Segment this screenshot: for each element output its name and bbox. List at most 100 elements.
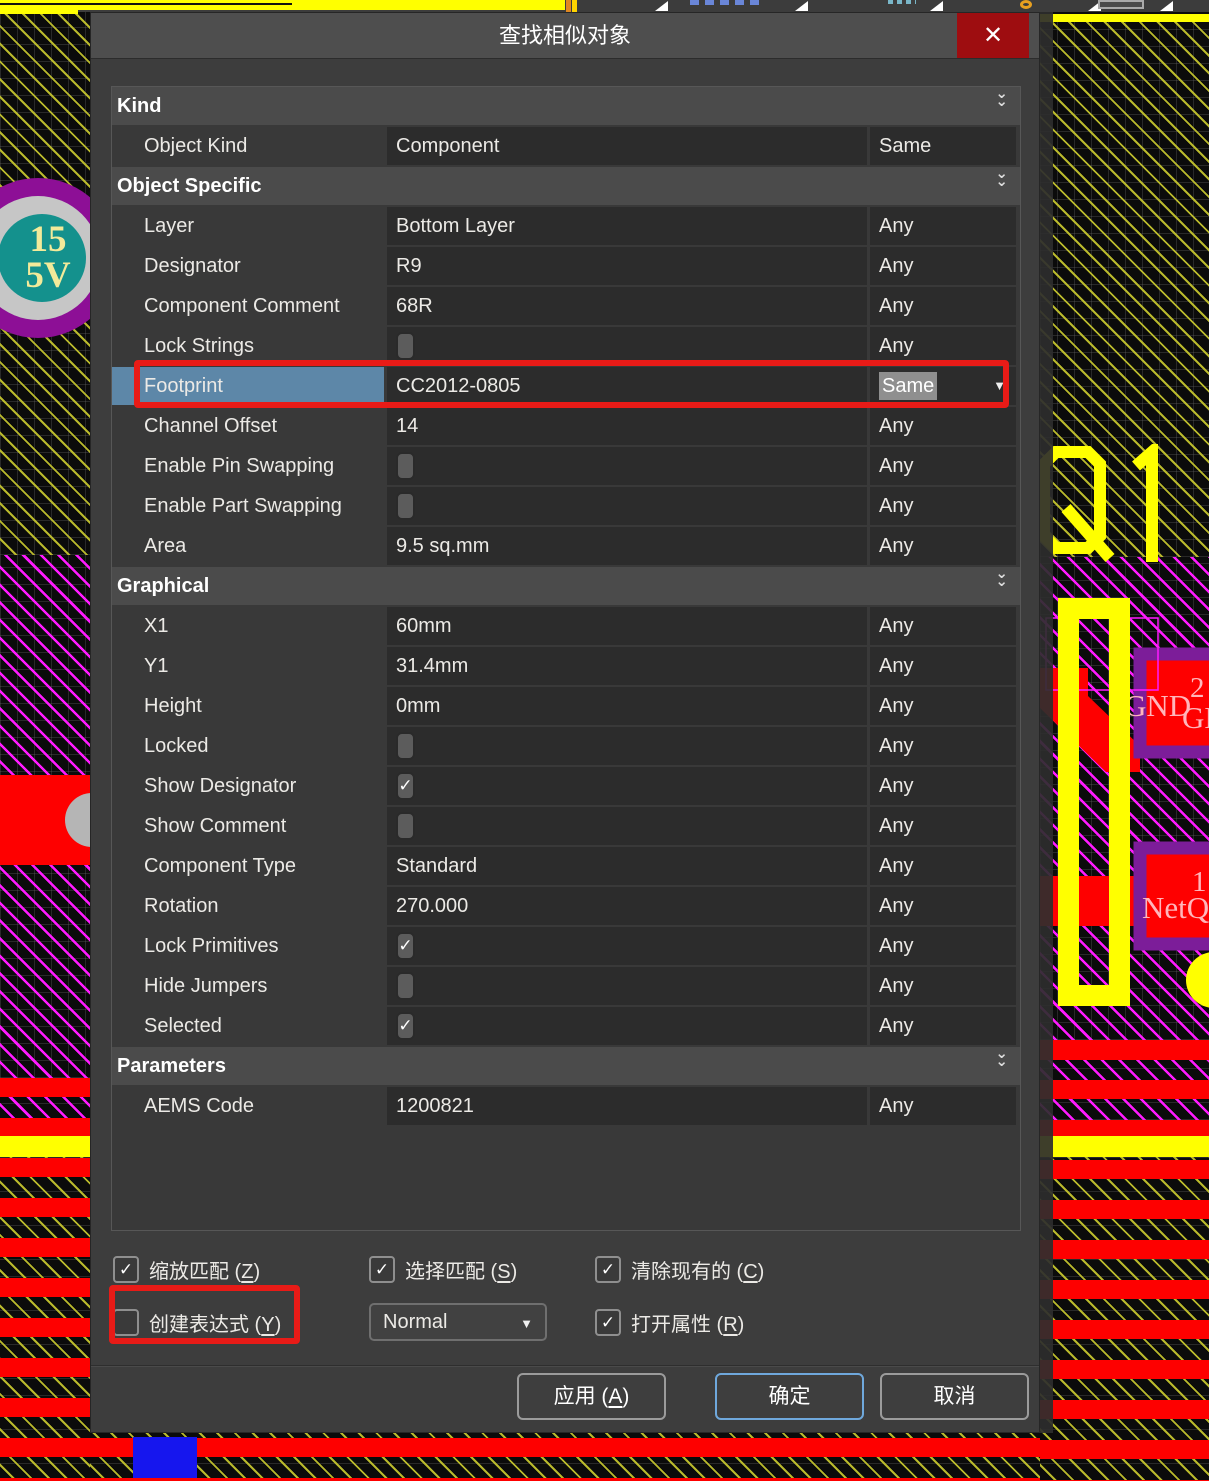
property-value[interactable]: 31.4mm	[387, 647, 867, 685]
checkbox-checked[interactable]: ✓	[396, 772, 415, 800]
property-value[interactable]: 270.000	[387, 887, 867, 925]
property-label[interactable]: Enable Pin Swapping	[144, 455, 335, 477]
property-value[interactable]: 1200821	[387, 1087, 867, 1125]
match-criteria-dropdown[interactable]: Any	[870, 447, 1016, 485]
property-label[interactable]: Rotation	[144, 895, 219, 917]
property-row-designator: Designator R9 Any	[112, 247, 1020, 285]
checkbox-zoom-match[interactable]: ✓	[113, 1255, 139, 1283]
property-value[interactable]: Component	[387, 127, 867, 165]
match-criteria-dropdown[interactable]: Any	[870, 247, 1016, 285]
mode-dropdown[interactable]: Normal ▼	[369, 1303, 547, 1341]
match-criteria-dropdown[interactable]: Any	[870, 727, 1016, 765]
match-criteria-dropdown[interactable]: Any	[870, 687, 1016, 725]
match-criteria-dropdown[interactable]: Any	[870, 287, 1016, 325]
property-label[interactable]: Y1	[144, 655, 169, 677]
match-criteria-dropdown[interactable]: Any	[870, 847, 1016, 885]
property-value[interactable]	[387, 447, 867, 485]
property-value[interactable]: ✓	[387, 1007, 867, 1045]
property-value[interactable]: Bottom Layer	[387, 207, 867, 245]
match-criteria-dropdown[interactable]: Any	[870, 407, 1016, 445]
checkbox-clear-existing[interactable]: ✓	[595, 1255, 621, 1283]
checkbox-unchecked[interactable]	[396, 812, 415, 840]
collapse-chevron-icon[interactable]: ⌄ ⌄	[995, 86, 1008, 110]
property-value[interactable]: ✓	[387, 927, 867, 965]
property-label[interactable]: AEMS Code	[144, 1095, 255, 1117]
ok-button[interactable]: 确定	[715, 1373, 864, 1420]
match-criteria-dropdown[interactable]: Any	[870, 887, 1016, 925]
option-zoom-match[interactable]: ✓ 缩放匹配 (Z)	[113, 1249, 369, 1289]
match-criteria-dropdown[interactable]: Any	[870, 607, 1016, 645]
property-label[interactable]: Enable Part Swapping	[144, 495, 342, 517]
property-label[interactable]: Hide Jumpers	[144, 975, 268, 997]
property-label[interactable]: Area	[144, 535, 187, 557]
property-label[interactable]: Lock Strings	[144, 335, 255, 357]
match-criteria-dropdown[interactable]: Any	[870, 927, 1016, 965]
property-label[interactable]: Selected	[144, 1015, 222, 1037]
property-value[interactable]: CC2012-0805	[387, 367, 867, 405]
property-label[interactable]: Component Comment	[144, 295, 340, 317]
property-value[interactable]: 68R	[387, 287, 867, 325]
property-value[interactable]	[387, 327, 867, 365]
match-criteria-dropdown[interactable]: Any	[870, 807, 1016, 845]
section-header-kind[interactable]: Kind ⌄ ⌄	[112, 87, 1020, 125]
checkbox-create-expression[interactable]	[113, 1308, 139, 1336]
option-clear-existing[interactable]: ✓ 清除现有的 (C)	[595, 1249, 1021, 1289]
match-criteria-dropdown[interactable]: Any	[870, 487, 1016, 525]
match-criteria-dropdown[interactable]: Any	[870, 327, 1016, 365]
match-criteria-dropdown[interactable]: Any	[870, 207, 1016, 245]
property-label[interactable]: Footprint	[112, 367, 384, 405]
property-value[interactable]	[387, 727, 867, 765]
option-create-expression[interactable]: 创建表达式 (Y)	[113, 1302, 369, 1342]
property-label[interactable]: Layer	[144, 215, 195, 237]
property-value[interactable]: R9	[387, 247, 867, 285]
match-criteria-dropdown[interactable]: Any	[870, 1007, 1016, 1045]
property-value[interactable]	[387, 487, 867, 525]
property-label[interactable]: Channel Offset	[144, 415, 278, 437]
property-value[interactable]: 60mm	[387, 607, 867, 645]
property-value[interactable]	[387, 807, 867, 845]
property-label[interactable]: Height	[144, 695, 202, 717]
checkbox-select-match[interactable]: ✓	[369, 1255, 395, 1283]
checkbox-checked[interactable]: ✓	[396, 932, 415, 960]
collapse-chevron-icon[interactable]: ⌄ ⌄	[995, 565, 1008, 590]
collapse-chevron-icon[interactable]: ⌄ ⌄	[995, 165, 1008, 190]
property-label[interactable]: Lock Primitives	[144, 935, 279, 957]
dialog-titlebar[interactable]: 查找相似对象 ✕	[91, 13, 1039, 59]
cancel-button[interactable]: 取消	[880, 1373, 1029, 1420]
section-header-object-specific[interactable]: Object Specific ⌄ ⌄	[112, 165, 1020, 205]
collapse-chevron-icon[interactable]: ⌄ ⌄	[995, 1045, 1008, 1070]
property-value[interactable]: 9.5 sq.mm	[387, 527, 867, 565]
match-criteria-dropdown[interactable]: Any	[870, 767, 1016, 805]
property-value[interactable]: 14	[387, 407, 867, 445]
close-button[interactable]: ✕	[957, 13, 1029, 58]
option-select-match[interactable]: ✓ 选择匹配 (S)	[369, 1249, 595, 1289]
checkbox-unchecked[interactable]	[396, 492, 415, 520]
property-value[interactable]: 0mm	[387, 687, 867, 725]
option-open-properties[interactable]: ✓ 打开属性 (R)	[595, 1302, 1021, 1342]
property-label[interactable]: Object Kind	[144, 135, 248, 157]
section-header-parameters[interactable]: Parameters ⌄ ⌄	[112, 1045, 1020, 1085]
match-criteria-dropdown[interactable]: Any	[870, 967, 1016, 1005]
property-label[interactable]: Locked	[144, 735, 209, 757]
apply-button[interactable]: 应用 (A)	[517, 1373, 666, 1420]
checkbox-unchecked[interactable]	[396, 332, 415, 360]
property-label[interactable]: Show Designator	[144, 775, 297, 797]
section-header-graphical[interactable]: Graphical ⌄ ⌄	[112, 565, 1020, 605]
property-value[interactable]	[387, 967, 867, 1005]
checkbox-unchecked[interactable]	[396, 452, 415, 480]
match-criteria-dropdown[interactable]: Same	[870, 127, 1016, 165]
checkbox-unchecked[interactable]	[396, 732, 415, 760]
property-label[interactable]: X1	[144, 615, 169, 637]
match-criteria-dropdown[interactable]: Same ▼	[870, 367, 1016, 405]
property-label[interactable]: Designator	[144, 255, 241, 277]
match-criteria-dropdown[interactable]: Any	[870, 527, 1016, 565]
checkbox-open-properties[interactable]: ✓	[595, 1308, 621, 1336]
property-label[interactable]: Show Comment	[144, 815, 287, 837]
property-label[interactable]: Component Type	[144, 855, 296, 877]
match-criteria-dropdown[interactable]: Any	[870, 647, 1016, 685]
checkbox-unchecked[interactable]	[396, 972, 415, 1000]
property-value[interactable]: Standard	[387, 847, 867, 885]
property-value[interactable]: ✓	[387, 767, 867, 805]
match-criteria-dropdown[interactable]: Any	[870, 1087, 1016, 1125]
checkbox-checked[interactable]: ✓	[396, 1012, 415, 1040]
